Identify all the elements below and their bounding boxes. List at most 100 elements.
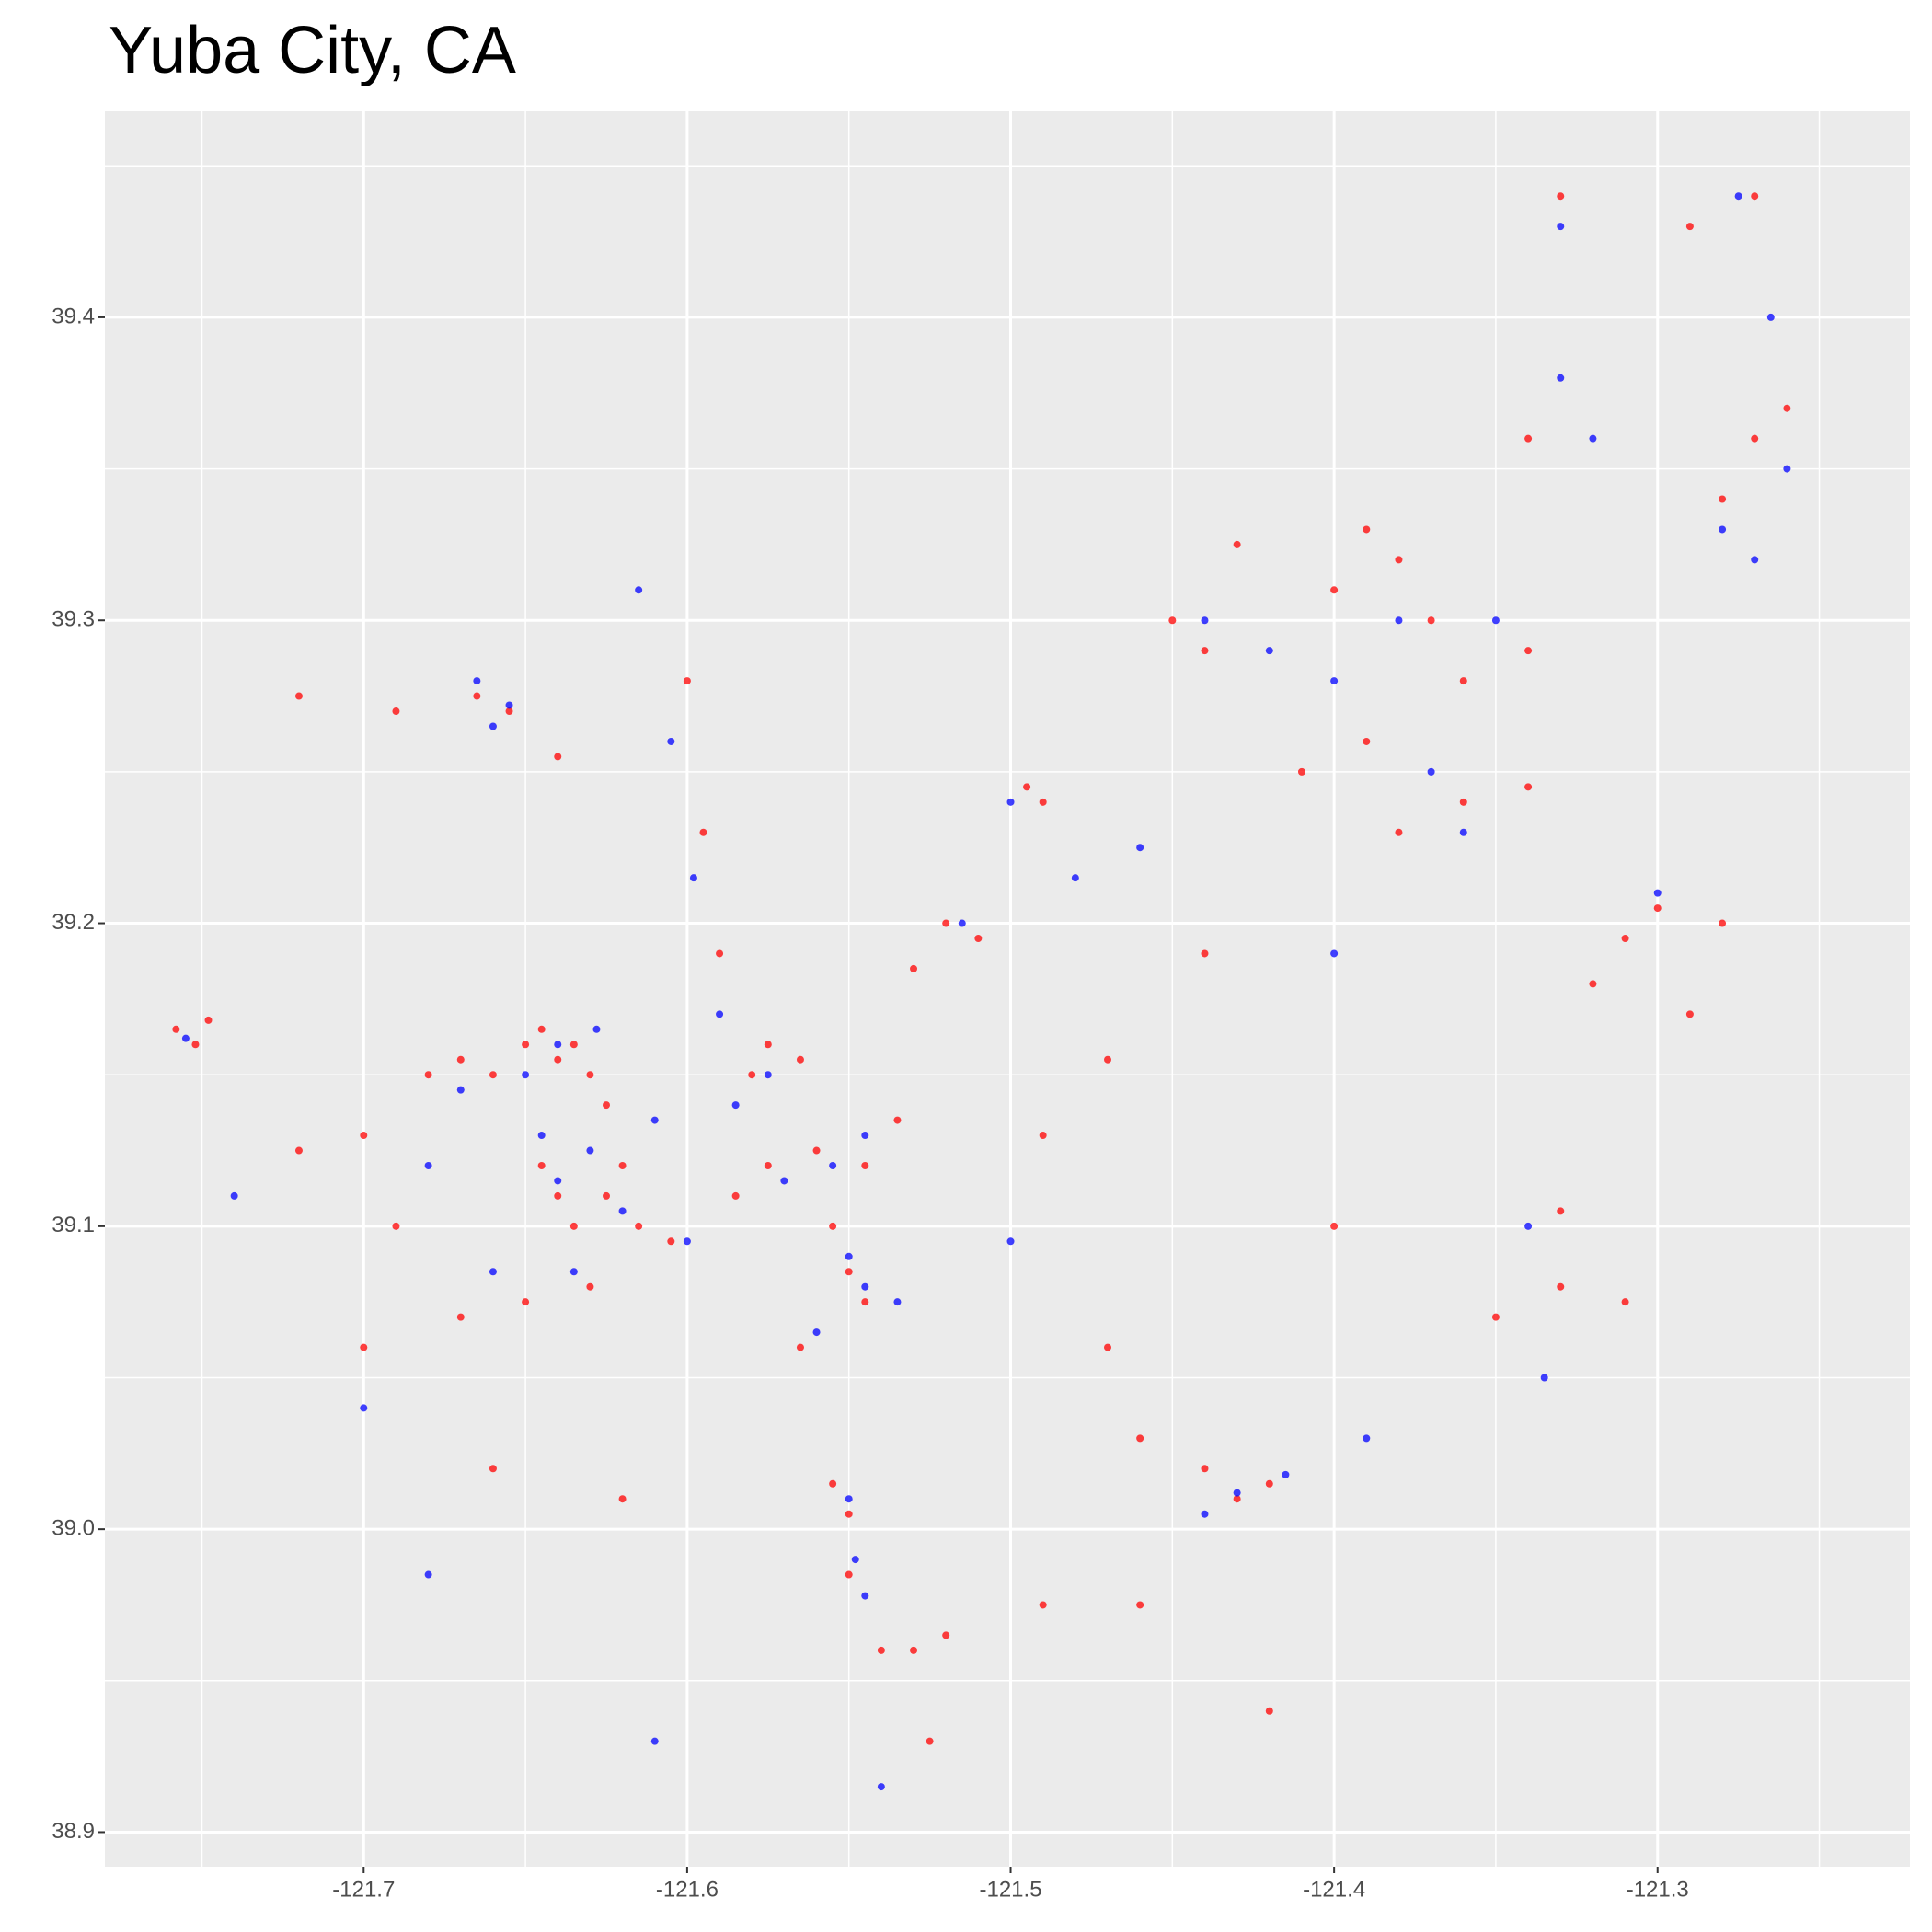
point [1459,798,1467,806]
point [942,1631,950,1639]
point [1265,647,1273,655]
point [554,1191,562,1200]
point [1395,616,1403,625]
point [1071,874,1079,882]
point [1685,223,1694,231]
point [522,1041,530,1049]
x-tick-label: -121.4 [1303,1877,1365,1902]
x-tick-label: -121.5 [979,1877,1041,1902]
point [716,949,724,958]
point [1395,828,1403,836]
x-tick-label: -121.6 [656,1877,719,1902]
point [974,935,983,943]
point [1751,556,1759,564]
point [731,1101,740,1110]
point [360,1132,368,1140]
point [592,1025,601,1033]
point [1734,192,1742,201]
point [1330,949,1339,958]
point [489,722,497,730]
point [522,1071,530,1079]
point [191,1041,200,1049]
point [764,1071,772,1079]
point [1653,904,1662,913]
point [1653,889,1662,897]
point [424,1161,432,1169]
point [1330,677,1339,685]
point [861,1132,869,1140]
point [618,1495,627,1503]
point [489,1268,497,1276]
y-tick-label: 39.0 [52,1515,95,1540]
point [554,753,562,761]
point [1104,1343,1111,1351]
point [360,1343,368,1351]
point [845,1510,853,1518]
point [537,1161,546,1169]
point [958,919,966,927]
point [845,1268,853,1276]
point [1039,1601,1047,1609]
point [1427,616,1435,625]
point [861,1298,869,1306]
point [650,1737,659,1745]
point [716,1010,724,1018]
point [569,1041,578,1049]
point [635,1222,643,1230]
point [1297,767,1305,776]
point [689,874,697,882]
point [1023,783,1031,791]
point [893,1298,902,1306]
point [667,737,675,745]
point [667,1237,675,1246]
point [424,1071,432,1079]
point [1621,1298,1629,1306]
point [877,1783,885,1791]
point [172,1025,180,1033]
point [1201,1465,1209,1473]
point [1233,1495,1241,1503]
point [796,1055,804,1064]
point [392,707,400,716]
point [893,1116,902,1124]
point [1168,616,1177,625]
y-tick-label: 39.4 [52,304,95,328]
point [618,1207,627,1215]
point [1233,540,1241,548]
x-tick-label: -121.3 [1627,1877,1689,1902]
point [796,1343,804,1351]
point [1751,192,1759,201]
point [731,1191,740,1200]
point [942,919,950,927]
point [537,1025,546,1033]
point [1557,374,1565,382]
point [1540,1374,1548,1382]
point [456,1055,465,1064]
point [1491,616,1500,625]
point [1557,223,1565,231]
point [1363,525,1371,534]
point [603,1191,610,1200]
point [845,1252,853,1260]
x-tick-label: -121.7 [332,1877,395,1902]
point [1265,1707,1273,1715]
point [586,1282,594,1291]
point [1524,434,1533,443]
point [1201,1510,1209,1518]
point [1719,495,1727,503]
point [1783,465,1791,473]
point [1265,1479,1273,1488]
point [861,1282,869,1291]
point [829,1161,837,1169]
point [780,1177,788,1185]
point [1685,1010,1694,1018]
point [1395,556,1403,564]
chart-title: Yuba City, CA [109,14,516,87]
point [635,586,643,594]
point [683,1237,691,1246]
y-tick-label: 38.9 [52,1819,95,1844]
y-tick-label: 39.2 [52,910,95,935]
point [1524,1222,1533,1230]
